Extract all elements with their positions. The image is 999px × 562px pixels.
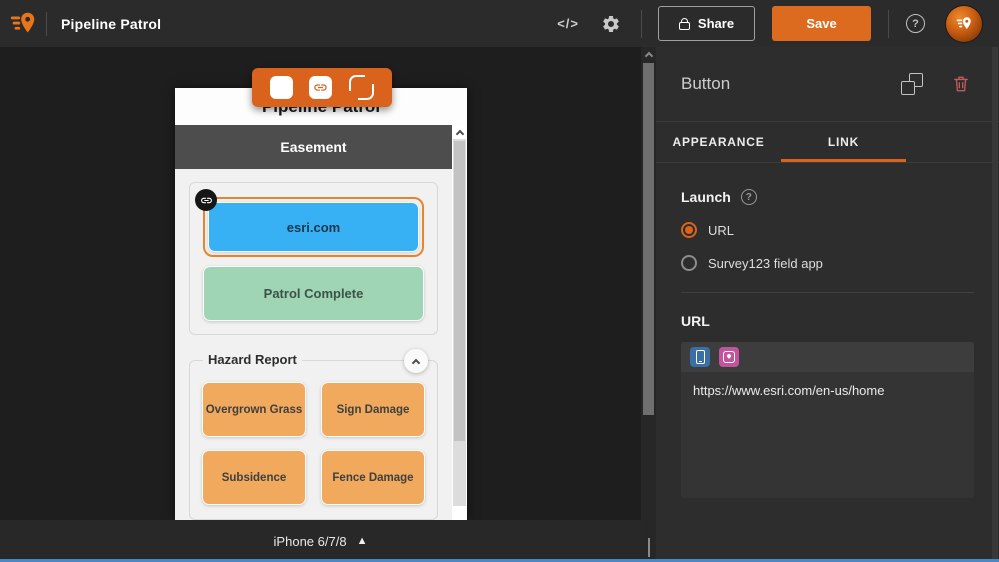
insert-device-value-button[interactable] xyxy=(690,347,710,367)
duplicate-button[interactable] xyxy=(901,73,923,95)
url-value-input[interactable]: https://www.esri.com/en-us/home xyxy=(681,372,974,498)
launch-help-button[interactable]: ? xyxy=(740,189,757,205)
delete-button[interactable] xyxy=(951,74,971,94)
window-bottom-edge xyxy=(0,559,999,562)
triangle-up-icon: ▲ xyxy=(356,535,368,547)
form-content: Easement esri.com Patrol Complete xyxy=(175,125,452,520)
selected-element-outline[interactable]: esri.com xyxy=(195,189,424,257)
canvas-scroll-up-arrow[interactable] xyxy=(644,47,653,61)
esri-link-button[interactable]: esri.com xyxy=(208,202,419,252)
gear-icon xyxy=(603,15,619,32)
device-selector-bar[interactable]: iPhone 6/7/8 ▲ xyxy=(0,520,641,562)
help-button[interactable]: ? xyxy=(906,14,925,33)
survey-title: Pipeline Patrol xyxy=(61,15,162,32)
lock-icon xyxy=(678,17,690,30)
xlsform-code-button[interactable]: </> xyxy=(557,16,579,31)
mobile-phone-icon xyxy=(695,350,705,364)
radio-option-field-app[interactable]: Survey123 field app xyxy=(681,255,974,271)
form-scrollbar xyxy=(452,125,467,520)
url-section-label: URL xyxy=(681,313,710,329)
settings-gear-button[interactable] xyxy=(601,14,621,34)
fill-color-button[interactable] xyxy=(270,76,294,99)
survey123-logo[interactable] xyxy=(0,9,46,39)
border-style-button[interactable] xyxy=(346,73,376,102)
link-tool-button[interactable] xyxy=(309,76,333,99)
radio-selected-icon xyxy=(681,222,697,238)
scroll-up-arrow[interactable] xyxy=(455,125,464,139)
design-canvas: Pipeline Patrol Easement esri.com xyxy=(0,47,656,562)
tab-link[interactable]: LINK xyxy=(781,122,906,162)
canvas-scrollbar-thumb[interactable] xyxy=(643,63,654,415)
top-app-bar: Pipeline Patrol </> Share Save ? xyxy=(0,0,999,47)
survey123-logo-icon xyxy=(10,12,35,32)
radio-unselected-icon xyxy=(681,255,697,271)
duplicate-icon xyxy=(909,73,923,87)
patrol-complete-button[interactable]: Patrol Complete xyxy=(203,266,424,321)
properties-panel: Button APPEARANCE LINK Launch ? URL Surv… xyxy=(656,47,999,562)
phone-preview: Pipeline Patrol Easement esri.com xyxy=(175,88,467,520)
panel-divider xyxy=(681,292,974,293)
hazard-button[interactable]: Sign Damage xyxy=(321,382,425,437)
topbar-divider xyxy=(888,9,889,38)
url-editor[interactable]: https://www.esri.com/en-us/home xyxy=(681,342,974,498)
hazard-button[interactable]: Overgrown Grass xyxy=(202,382,306,437)
tab-appearance[interactable]: APPEARANCE xyxy=(672,135,765,149)
canvas-scrollbar xyxy=(641,47,656,562)
link-badge xyxy=(195,189,217,211)
radio-app-label: Survey123 field app xyxy=(708,255,823,271)
panel-scrollbar[interactable] xyxy=(992,47,998,561)
insert-survey123-value-button[interactable] xyxy=(719,347,739,367)
topbar-divider xyxy=(46,11,47,36)
element-type-title: Button xyxy=(681,74,731,93)
radio-option-url[interactable]: URL xyxy=(681,222,974,238)
panel-tabs: APPEARANCE LINK xyxy=(656,122,999,163)
device-label: iPhone 6/7/8 xyxy=(273,533,347,549)
share-button[interactable]: Share xyxy=(658,6,755,41)
save-button[interactable]: Save xyxy=(772,6,871,41)
hazard-button[interactable]: Subsidence xyxy=(202,450,306,505)
form-scrollbar-track[interactable] xyxy=(453,139,466,506)
selection-toolbar xyxy=(252,68,392,107)
launch-label: Launch xyxy=(681,189,731,205)
form-scrollbar-thumb[interactable] xyxy=(454,141,465,441)
link-icon xyxy=(314,84,328,91)
radio-url-label: URL xyxy=(708,222,735,238)
hazard-button[interactable]: Fence Damage xyxy=(321,450,425,505)
avatar-logo-icon xyxy=(956,16,971,29)
topbar-divider xyxy=(641,9,642,38)
chevron-up-icon xyxy=(411,358,421,367)
survey123-pin-icon xyxy=(723,351,735,363)
question-mark-icon: ? xyxy=(912,17,919,30)
button-group: esri.com Patrol Complete xyxy=(189,182,438,335)
url-editor-toolbar xyxy=(681,342,974,372)
link-icon xyxy=(200,197,212,203)
canvas-scroll-down-arrow[interactable] xyxy=(647,538,650,557)
collapse-group-button[interactable] xyxy=(404,349,428,373)
trash-icon xyxy=(954,76,968,92)
easement-group-header[interactable]: Easement xyxy=(175,125,452,169)
hazard-report-label[interactable]: Hazard Report xyxy=(203,352,302,367)
user-avatar[interactable] xyxy=(946,5,982,42)
hazard-report-group: Hazard Report Overgrown Grass Sign Damag… xyxy=(189,349,438,520)
share-button-label: Share xyxy=(697,16,735,31)
